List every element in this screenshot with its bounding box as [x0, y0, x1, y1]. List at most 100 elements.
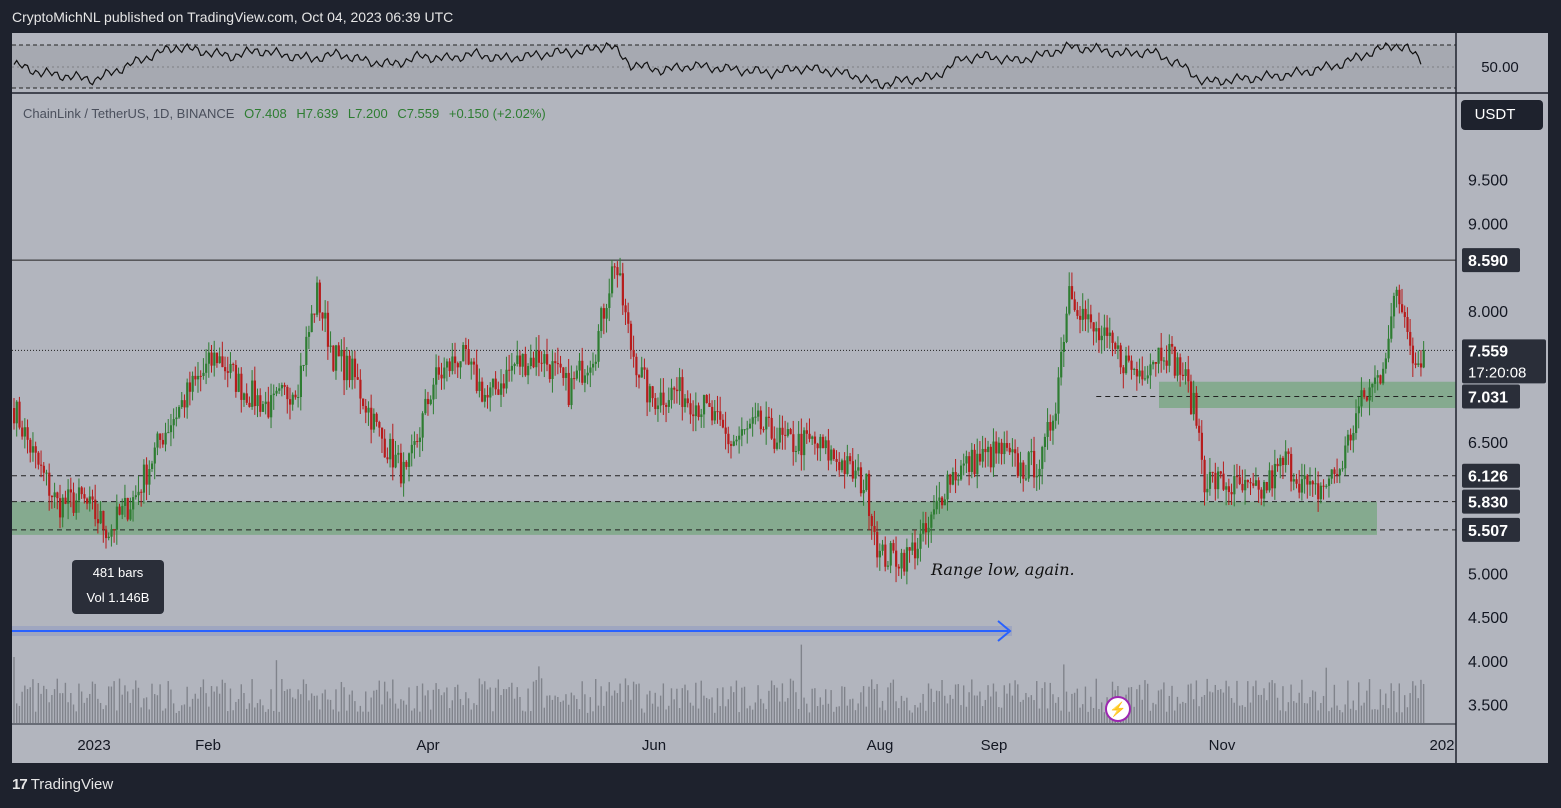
candle-body [778, 427, 781, 443]
candle-body [1116, 345, 1120, 349]
candle-body [1143, 378, 1147, 380]
candle-body [624, 305, 627, 313]
candle-body [1373, 377, 1377, 384]
chart-canvas[interactable]: 50.00 2023 Feb Apr Jun Aug Sep Nov 202 9.500 9.000… [12, 33, 1548, 763]
candle-body [859, 467, 863, 494]
candle-body [941, 497, 944, 506]
candle-body [121, 505, 124, 515]
candle-body [1309, 481, 1312, 485]
candle-body [648, 386, 652, 403]
candle-body [272, 393, 275, 396]
candle-body [159, 433, 162, 440]
candle-body [378, 421, 381, 428]
price-label: 7.559 [1468, 343, 1508, 360]
candle-body [294, 394, 297, 398]
candle-body [429, 399, 432, 405]
candle-body [475, 364, 478, 391]
candle-body [656, 405, 660, 410]
candle-body [889, 543, 892, 566]
candle-body [45, 472, 48, 474]
candle-body [854, 470, 857, 479]
candle-body [23, 427, 27, 437]
candle-body [946, 474, 949, 500]
candle-body [364, 405, 367, 413]
candle-body [210, 352, 213, 366]
candle-body [102, 510, 105, 530]
candle-body [242, 393, 246, 400]
candle-body [692, 414, 695, 417]
candle-body [995, 441, 998, 454]
candle-body [730, 444, 733, 446]
candle-body [1014, 449, 1017, 454]
candle-body [421, 413, 424, 438]
candle-body [1257, 480, 1260, 490]
candle-body [178, 407, 181, 418]
candle-body [559, 363, 562, 368]
candle-body [865, 473, 868, 491]
candle-body [380, 427, 384, 439]
candle-body [383, 438, 386, 458]
candle-body [1125, 355, 1128, 374]
candle-body [659, 392, 662, 406]
candle-body [978, 453, 982, 462]
candle-body [892, 543, 895, 551]
candle-body [957, 479, 960, 481]
candle-body [291, 394, 294, 405]
candle-body [684, 398, 687, 408]
candle-body [716, 411, 719, 413]
candle-body [454, 356, 457, 364]
candle-body [905, 547, 909, 572]
candle-body [370, 407, 373, 430]
candle-body [489, 387, 492, 398]
candle-body [965, 456, 968, 464]
candle-body [551, 361, 554, 380]
candle-body [1133, 369, 1136, 371]
candle-body [226, 371, 229, 373]
candle-body [1011, 449, 1014, 453]
price-label: 7.031 [1468, 390, 1508, 407]
candle-body [1360, 390, 1363, 407]
price-label: 5.507 [1468, 523, 1508, 540]
candle-body [773, 438, 776, 449]
candle-body [1092, 322, 1095, 332]
candle-body [145, 464, 148, 485]
candle-body [1265, 482, 1268, 491]
candle-body [56, 492, 59, 499]
candle-body [1414, 363, 1417, 365]
candle-body [1368, 387, 1371, 401]
candle-body [1365, 397, 1369, 401]
candle-body [686, 398, 689, 404]
candle-body [283, 385, 286, 387]
candle-body [1341, 468, 1344, 470]
candle-body [638, 375, 641, 378]
candle-body [508, 369, 511, 371]
candle-body [1189, 381, 1193, 415]
candle-body [502, 383, 505, 389]
candle-body [1271, 470, 1274, 489]
candle-body [1130, 360, 1133, 370]
candle-body [895, 550, 898, 567]
candle-body [389, 438, 392, 460]
candle-body [943, 499, 946, 506]
candle-body [524, 353, 527, 376]
candle-body [922, 523, 925, 534]
candle-body [1157, 347, 1160, 364]
candle-body [903, 552, 906, 572]
candle-body [332, 345, 335, 371]
candle-body [1203, 459, 1206, 493]
candle-body [821, 436, 825, 449]
candle-body [470, 361, 473, 365]
candle-body [619, 273, 622, 276]
currency-button[interactable]: USDT [1461, 100, 1543, 130]
lightning-icon[interactable]: ⚡ [1105, 696, 1131, 722]
candle-body [240, 373, 243, 400]
candle-body [118, 506, 121, 515]
candle-body [681, 377, 684, 408]
candle-body [1141, 370, 1144, 380]
candle-body [1162, 360, 1166, 362]
candle-body [161, 439, 165, 445]
candle-body [1033, 450, 1036, 478]
candle-body [708, 403, 711, 407]
candle-body [1327, 478, 1331, 486]
candle-body [337, 345, 340, 357]
